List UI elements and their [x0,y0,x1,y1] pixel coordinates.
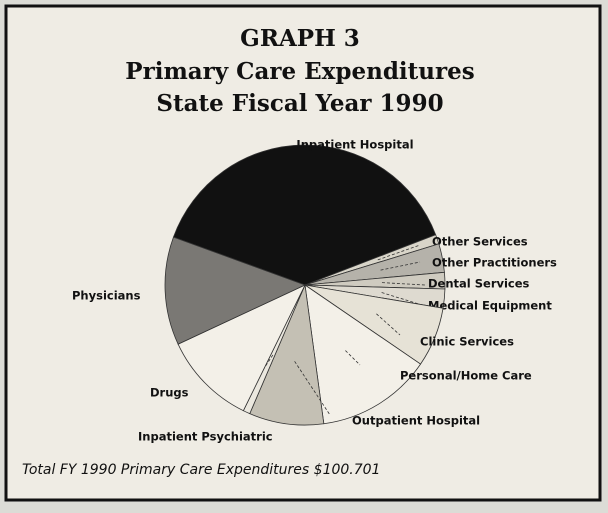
chart-title: GRAPH 3 [240,25,360,52]
slice-label: Medical Equipment [428,299,552,313]
slice-label: Other Services [432,235,528,249]
leader-line [376,313,401,336]
leader-line [377,244,421,261]
slice-label: Physicians [72,289,141,303]
slice-label: Drugs [150,386,189,400]
slice-label: Inpatient Hospital [296,138,413,152]
pie-slice [304,284,422,425]
leader-line [380,261,421,271]
slice-label: Inpatient Psychiatric [138,430,273,444]
slice-label: Personal/Home Care [400,369,532,383]
slice-label: Dental Services [428,277,530,291]
leader-line [381,292,423,306]
pie-slice [177,284,306,412]
annotation: Total FY 1990 Primary Care Expenditures … [22,462,380,478]
chart-subtitle: State Fiscal Year 1990 [156,90,443,117]
slice-label: Outpatient Hospital [352,414,480,428]
pie-slice [172,144,437,286]
leader-line [294,361,331,416]
slice-label: Other Practitioners [432,256,557,270]
leader-line [345,350,361,366]
slice-label: Clinic Services [420,335,514,349]
pie-slice [164,236,307,345]
chart-subtitle: Primary Care Expenditures [125,58,474,85]
leader-line [381,282,426,286]
